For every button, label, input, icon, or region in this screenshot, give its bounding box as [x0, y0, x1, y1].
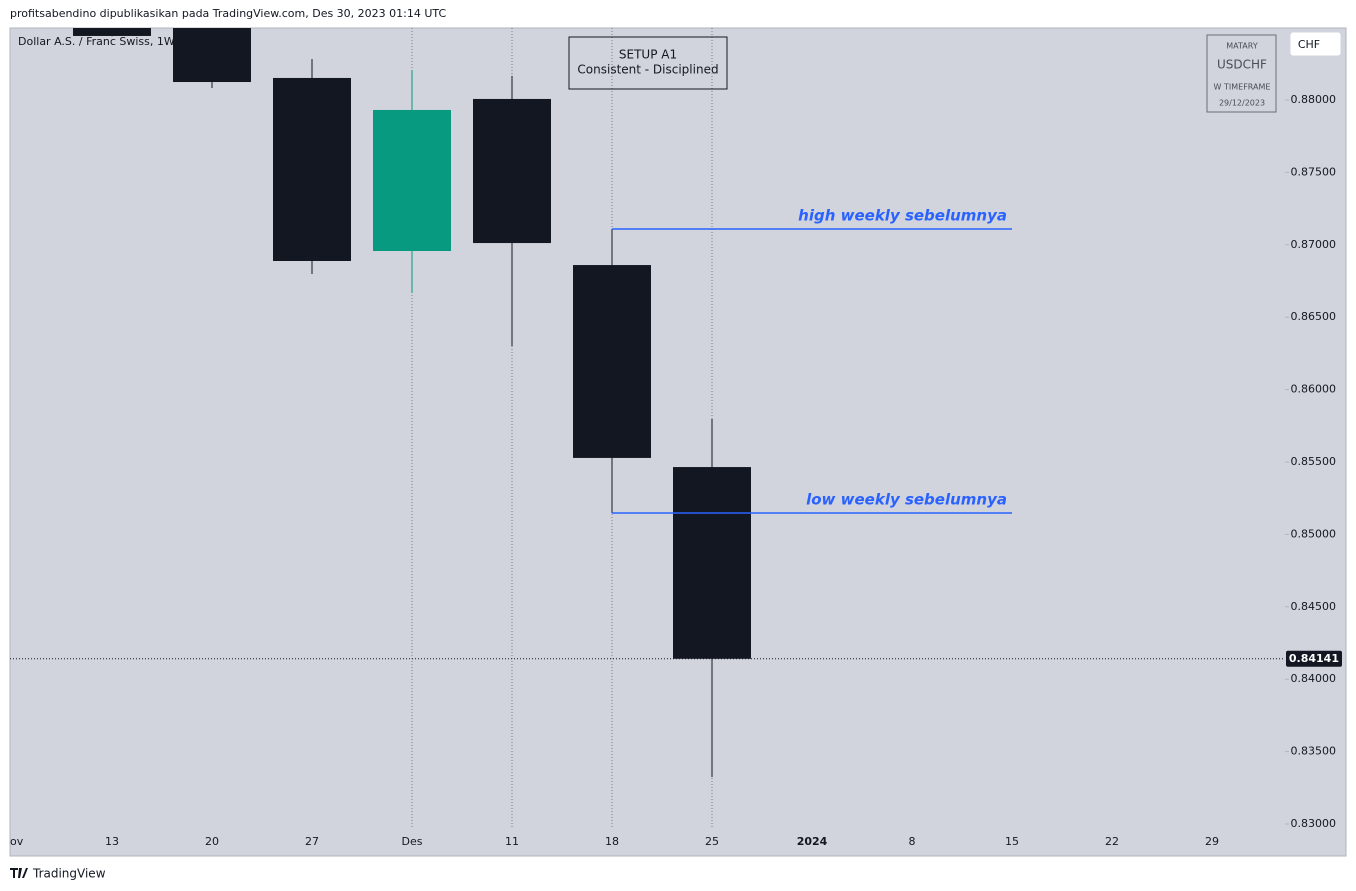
x-tick-label: 15 — [1005, 835, 1019, 848]
x-tick-label: ov — [10, 835, 24, 848]
x-tick-label: Des — [402, 835, 423, 848]
setup-line: SETUP A1 — [619, 48, 677, 62]
plot: high weekly sebelumnya low weekly sebelum… — [73, 28, 1012, 828]
y-tick-label: 0.83500 — [1291, 745, 1337, 758]
level-label: high weekly sebelumnya — [798, 206, 1007, 224]
candle-body — [173, 28, 251, 83]
last-price-box — [1286, 650, 1342, 667]
candle-body — [473, 98, 551, 244]
watermark: 29/12/2023 — [1219, 99, 1265, 108]
y-tick-label: 0.85500 — [1291, 455, 1337, 468]
y-tick-label: 0.87000 — [1291, 238, 1337, 251]
watermark: W TIMEFRAME — [1214, 83, 1271, 92]
y-tick-label: 0.85000 — [1291, 527, 1337, 540]
setup-box — [568, 36, 728, 90]
currency-button[interactable] — [1289, 31, 1342, 57]
setup-line: Consistent - Disciplined — [577, 63, 718, 77]
y-tick-label: 0.87500 — [1291, 165, 1337, 178]
candle-body — [673, 467, 751, 659]
watermark: MATARY — [1226, 42, 1258, 51]
watermark-box — [1206, 34, 1277, 113]
candle-body — [273, 77, 351, 261]
x-tick-label: 13 — [105, 835, 119, 848]
chart-area — [9, 27, 1347, 857]
x-tick-label: 8 — [909, 835, 916, 848]
x-tick-label: 11 — [505, 835, 519, 848]
y-tick-label: 0.84000 — [1291, 672, 1337, 685]
level-label: low weekly sebelumnya — [806, 490, 1007, 508]
candle-body — [73, 28, 151, 36]
footer: TradingView — [32, 867, 106, 881]
x-tick-label: 2024 — [797, 835, 828, 848]
x-tick-label: 22 — [1105, 835, 1119, 848]
x-tick-label: 27 — [305, 835, 319, 848]
header: profitsabendino dipublikasikan pada Trad… — [10, 7, 446, 20]
y-tick-label: 0.83000 — [1291, 817, 1337, 830]
y-tick-label: 0.84500 — [1291, 600, 1337, 613]
candle-body — [573, 265, 651, 458]
x-tick-label: 25 — [705, 835, 719, 848]
currency-label[interactable]: CHF — [1298, 38, 1320, 51]
logo — [10, 868, 28, 878]
watermark: USDCHF — [1217, 58, 1267, 72]
x-tick-label: 29 — [1205, 835, 1219, 848]
last-price-label: 0.84141 — [1289, 652, 1339, 665]
chart-title: Dollar A.S. / Franc Swiss, 1W — [18, 35, 175, 48]
x-tick-label: 20 — [205, 835, 219, 848]
y-tick-label: 0.86500 — [1291, 310, 1337, 323]
y-tick-label: 0.88000 — [1291, 93, 1337, 106]
x-tick-label: 18 — [605, 835, 619, 848]
candle-body — [373, 109, 451, 252]
y-tick-label: 0.86000 — [1291, 383, 1337, 396]
